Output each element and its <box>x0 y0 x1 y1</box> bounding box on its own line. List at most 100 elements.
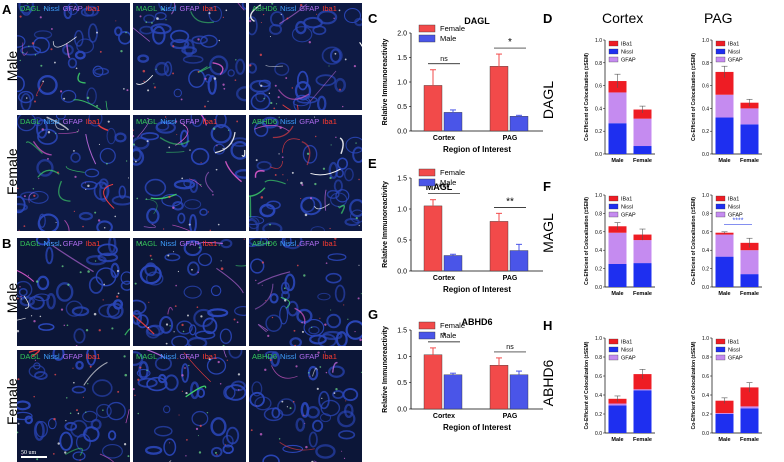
micrograph-tile: DAGL Nissl GFAP Iba1 <box>17 115 130 231</box>
y-tick-label: 0.2 <box>702 129 709 135</box>
y-tick-label: 0.2 <box>702 267 709 273</box>
micrograph-stain-label: DAGL Nissl GFAP Iba1 <box>20 352 103 361</box>
stain-name: ABHD6 <box>252 117 278 126</box>
y-tick-label: 0.0 <box>595 431 602 437</box>
legend-label: Nissl <box>621 348 633 354</box>
x-tick-label: Male <box>611 158 623 164</box>
bar <box>423 85 443 132</box>
micrograph-stain-label: ABHD6 Nissl GFAP Iba1 <box>252 239 340 248</box>
stacked-bar-segment <box>740 387 759 407</box>
significance-label: ** <box>506 196 514 207</box>
y-tick-label: 1.0 <box>702 193 709 199</box>
stain-name: Iba1 <box>322 4 337 13</box>
bar <box>443 374 463 410</box>
legend-swatch <box>608 346 619 353</box>
stacked-bar-segment <box>715 71 734 95</box>
micrograph-stain-label: ABHD6 Nissl GFAP Iba1 <box>252 4 340 13</box>
stain-name: Nissl <box>280 117 297 126</box>
y-tick-label: 0.6 <box>595 84 602 90</box>
y-tick-label: 0.0 <box>397 407 407 414</box>
y-tick-label: 0.0 <box>397 129 407 136</box>
stain-name: Iba1 <box>202 117 218 126</box>
stain-name: MAGL <box>136 239 158 248</box>
micrograph-image <box>17 238 130 346</box>
y-tick-label: 1.0 <box>595 193 602 199</box>
stain-name: GFAP <box>299 239 320 248</box>
legend-swatch <box>715 40 726 47</box>
micrograph-tile: ABHD6 Nissl GFAP Iba1 <box>249 350 362 462</box>
stacked-bar-segment <box>715 117 734 154</box>
stacked-bar-segment <box>740 108 759 125</box>
y-tick-label: 1.0 <box>702 38 709 44</box>
stain-name: Iba1 <box>85 4 101 13</box>
stacked-bar-segment <box>608 232 627 264</box>
y-axis-label: Co-Efficient of Colocalization (±SEM) <box>691 197 697 285</box>
x-tick-label: Male <box>718 291 730 297</box>
legend-label: IBa1 <box>728 340 739 346</box>
y-tick-label: 0.0 <box>397 269 407 276</box>
micrograph-tile: DAGL Nissl GFAP Iba1 50 um <box>17 350 130 462</box>
stacked-bar-segment <box>715 414 734 433</box>
stacked-bar-segment <box>715 400 734 414</box>
stain-name: GFAP <box>179 4 200 13</box>
y-tick-label: 0.4 <box>595 248 602 254</box>
legend-swatch <box>418 331 436 340</box>
significance-label: ns <box>506 344 514 351</box>
micrograph-image <box>249 115 362 231</box>
legend-swatch <box>608 354 619 361</box>
panel-label-d: D <box>543 11 553 26</box>
y-axis-label: Co-Efficient of Colocalization (±SEM) <box>584 197 590 285</box>
x-axis-label: Region of Interest <box>443 423 511 432</box>
stain-name: GFAP <box>299 352 320 361</box>
legend-swatch <box>715 338 726 345</box>
y-tick-label: 0.2 <box>595 129 602 135</box>
stacked-bar-segment <box>740 408 759 433</box>
stain-name: Nissl <box>280 352 297 361</box>
panel-label-c: C <box>368 11 378 26</box>
y-tick-label: 1.5 <box>397 328 407 335</box>
stain-name: Iba1 <box>322 352 337 361</box>
y-tick-label: 0.5 <box>397 104 407 111</box>
legend-label: Nissl <box>728 205 740 211</box>
stacked-bar-segment <box>608 264 627 287</box>
x-tick-label: PAG <box>503 413 518 420</box>
stain-name: Iba1 <box>85 239 101 248</box>
legend-label: GFAP <box>728 213 743 219</box>
legend-label: Male <box>440 331 456 340</box>
stain-name: Nissl <box>43 239 60 248</box>
stacked-bar-segment <box>633 390 652 433</box>
x-tick-label: Male <box>611 291 623 297</box>
legend-label: Nissl <box>728 348 740 354</box>
x-tick-label: Male <box>718 158 730 164</box>
legend-swatch <box>715 346 726 353</box>
legend-swatch <box>608 48 619 55</box>
x-tick-label: Female <box>633 158 652 164</box>
bar <box>443 112 463 132</box>
panel-label-a: A <box>2 2 12 17</box>
stacked-bar-segment <box>633 389 652 391</box>
legend-swatch <box>715 354 726 361</box>
legend-label: Nissl <box>621 205 633 211</box>
bar <box>489 221 509 272</box>
micrograph-tile: MAGL Nissl GFAP Iba1 <box>133 238 246 346</box>
x-tick-label: Cortex <box>433 135 455 142</box>
x-tick-label: Female <box>740 437 759 443</box>
legend-label: IBa1 <box>728 42 739 48</box>
x-axis-label: Region of Interest <box>443 145 511 154</box>
y-tick-label: 0.4 <box>595 106 602 112</box>
y-tick-label: 0.6 <box>702 84 709 90</box>
scale-bar-label: 50 um <box>21 450 37 456</box>
y-tick-label: 0.8 <box>595 211 602 217</box>
legend-label: Female <box>440 321 465 330</box>
bar <box>489 66 509 132</box>
stacked-bar-segment <box>740 406 759 409</box>
legend-label: Male <box>440 178 456 187</box>
y-axis-label: Relative Immunoreactivity <box>382 39 389 126</box>
bar <box>509 116 529 132</box>
legend-label: Nissl <box>728 50 740 56</box>
legend-swatch <box>418 178 436 187</box>
y-tick-label: 0.6 <box>595 230 602 236</box>
micrograph-tile: ABHD6 Nissl GFAP Iba1 <box>249 115 362 231</box>
micrograph-stain-label: DAGL Nissl GFAP Iba1 <box>20 4 103 13</box>
stacked-bar-segment <box>715 256 734 287</box>
